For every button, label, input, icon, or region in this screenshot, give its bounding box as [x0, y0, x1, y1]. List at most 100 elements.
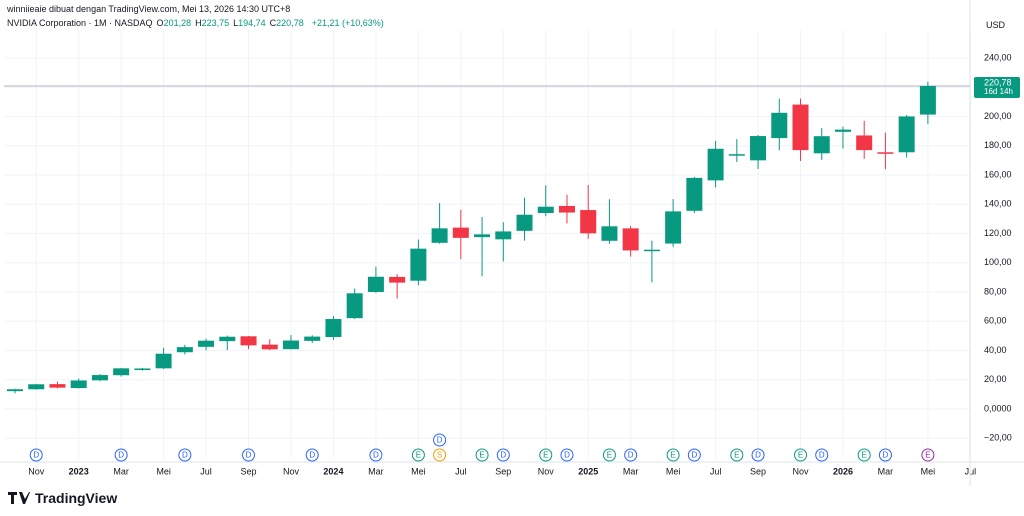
event-label: E: [798, 451, 803, 460]
candle-body: [601, 226, 618, 241]
ohlc-key: H: [195, 18, 202, 28]
candle-body: [856, 135, 873, 151]
event-label: D: [628, 451, 634, 460]
x-tick-label: Jul: [710, 466, 722, 476]
change: +21,21 (+10,63%): [311, 18, 384, 28]
candle-body: [813, 136, 830, 154]
event-label: D: [691, 451, 697, 460]
event-label: D: [33, 451, 39, 460]
candle-body: [113, 368, 130, 376]
candle-body: [70, 380, 87, 389]
event-marker: [433, 448, 447, 462]
event-label: E: [734, 451, 739, 460]
candle-body: [389, 276, 406, 283]
event-marker: [687, 448, 701, 462]
event-label: E: [479, 451, 484, 460]
x-tick-label: Mar: [623, 466, 639, 476]
x-tick-label: Sep: [750, 466, 766, 476]
candle-body: [495, 231, 512, 240]
candle-body: [261, 344, 278, 350]
y-tick-label: 160,00: [984, 169, 1012, 179]
y-tick-label: 140,00: [984, 199, 1012, 209]
event-label: D: [246, 451, 252, 460]
event-marker: [178, 448, 192, 462]
y-tick-label: 40,00: [984, 345, 1007, 355]
event-marker: [815, 448, 829, 462]
price-badge-label: 220,78: [984, 77, 1012, 87]
ohlc-key: L: [233, 18, 239, 28]
event-marker: [560, 448, 574, 462]
candle-body: [49, 384, 66, 388]
currency[interactable]: USD: [986, 20, 1006, 30]
candle-body: [771, 112, 788, 139]
candle-body: [665, 211, 682, 244]
event-marker: [730, 448, 744, 462]
event-marker: [602, 448, 616, 462]
candle-body: [580, 210, 597, 234]
candle-body: [728, 154, 745, 156]
candle-body: [622, 228, 639, 251]
event-label: D: [819, 451, 825, 460]
candle-body: [834, 129, 851, 132]
x-tick-label: Mei: [156, 466, 171, 476]
ohlc-value: 220,78: [276, 18, 304, 28]
x-tick-label: Nov: [28, 466, 45, 476]
x-tick-label: 2026: [833, 466, 853, 476]
y-tick-label: 80,00: [984, 286, 1007, 296]
watermark: winniieaie dibuat dengan TradingView.com…: [7, 4, 291, 14]
candle-body: [792, 104, 809, 151]
ohlc-value: 201,28: [163, 18, 192, 28]
candle-body: [898, 116, 915, 153]
ohlc-key: O: [156, 18, 164, 28]
candle-body: [537, 206, 554, 213]
symbol-title: NVIDIA Corporation · 1M · NASDAQ: [7, 18, 153, 28]
event-marker: [114, 448, 128, 462]
ohlc: O201,28 H223,75 L194,74 C220,78: [157, 18, 308, 28]
event-label: D: [373, 451, 379, 460]
event-label: E: [607, 451, 612, 460]
candle-body: [367, 276, 384, 292]
candle-body: [176, 347, 193, 353]
x-tick-label: Nov: [538, 466, 555, 476]
candle-body: [325, 319, 342, 338]
candle-body: [28, 384, 45, 390]
y-tick-label: −20,00: [984, 433, 1012, 443]
y-tick-label: 120,00: [984, 228, 1012, 238]
event-label: D: [309, 451, 315, 460]
event-marker: [857, 448, 871, 462]
event-marker: [242, 448, 256, 462]
event-label: D: [564, 451, 570, 460]
event-marker: [305, 448, 319, 462]
event-marker: [475, 448, 489, 462]
x-tick-label: Nov: [283, 466, 300, 476]
event-label: D: [500, 451, 506, 460]
ohlc-key: C: [269, 18, 277, 28]
x-tick-label: Sep: [495, 466, 511, 476]
candle-body: [707, 148, 724, 181]
candle-body: [410, 248, 427, 281]
event-marker: [878, 448, 892, 462]
price-badge: [974, 77, 1020, 99]
candle-body: [516, 214, 533, 231]
candle-body: [686, 177, 703, 211]
event-label: D: [182, 451, 188, 460]
candle-body: [304, 336, 321, 341]
event-marker: [29, 448, 43, 462]
candle-body: [919, 86, 936, 115]
ohlc-value: 194,74: [238, 18, 266, 28]
event-marker: [921, 448, 935, 462]
candle-body: [134, 368, 151, 370]
candle-body: [91, 375, 108, 381]
event-label: D: [883, 451, 889, 460]
event-label: E: [925, 451, 930, 460]
logo[interactable]: TradingView: [8, 490, 117, 506]
ohlc-value: 223,75: [201, 18, 230, 28]
x-tick-label: Mei: [666, 466, 681, 476]
x-tick-label: 2023: [69, 466, 89, 476]
event-marker: [433, 433, 447, 447]
legend: NVIDIA Corporation · 1M · NASDAQ O201,28…: [7, 18, 384, 28]
event-label: E: [543, 451, 548, 460]
y-tick-label: 180,00: [984, 140, 1012, 150]
candle-body: [346, 293, 363, 319]
